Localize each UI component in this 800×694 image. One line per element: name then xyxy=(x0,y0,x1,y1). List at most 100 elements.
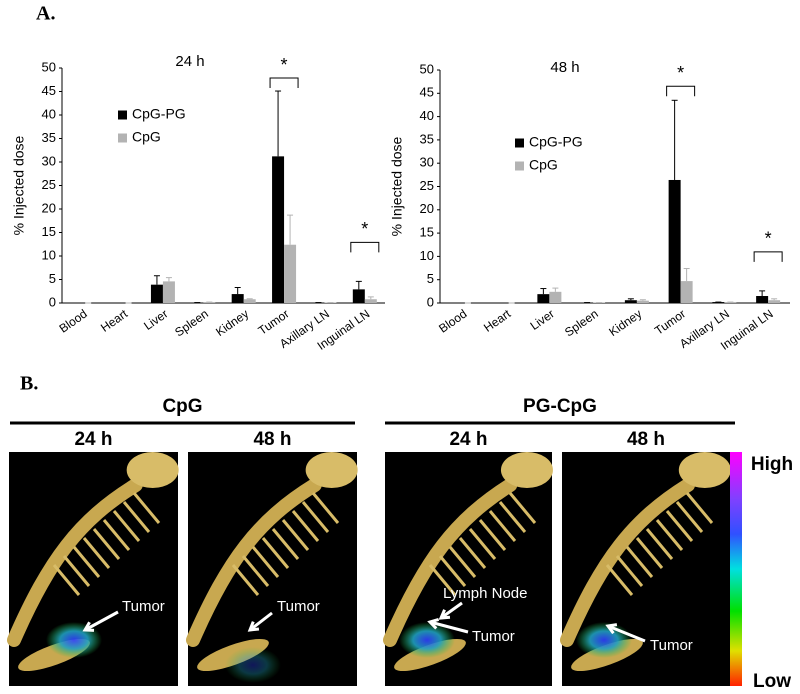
x-tick-label: Blood xyxy=(436,307,469,336)
rib xyxy=(508,492,537,524)
image-label: Tumor xyxy=(122,598,165,615)
arrow xyxy=(607,624,646,643)
image-label: Tumor xyxy=(472,628,515,645)
bar xyxy=(364,299,377,303)
significance-star: * xyxy=(765,229,772,249)
rib xyxy=(468,528,497,560)
skeleton xyxy=(560,478,695,647)
arrow xyxy=(84,610,119,632)
image-label: Tumor xyxy=(650,637,693,654)
significance-bracket xyxy=(666,85,696,97)
skull xyxy=(305,452,358,488)
bar xyxy=(150,284,163,303)
panel-title: 48 h xyxy=(627,429,665,450)
skull xyxy=(126,452,179,488)
rib xyxy=(498,501,527,533)
rib xyxy=(625,546,654,578)
y-tick-label: 20 xyxy=(420,201,434,216)
arrow xyxy=(440,601,463,620)
y-tick-label: 30 xyxy=(42,153,56,168)
rib xyxy=(112,510,141,542)
rib xyxy=(675,501,704,533)
rib xyxy=(132,492,161,524)
rib xyxy=(251,546,280,578)
rib xyxy=(231,564,260,596)
y-tick-label: 20 xyxy=(42,200,56,215)
y-tick-label: 45 xyxy=(420,85,434,100)
x-tick-label: Kidney xyxy=(606,307,644,340)
rib xyxy=(82,537,111,569)
rib xyxy=(635,537,664,569)
x-tick-label: Kidney xyxy=(213,307,251,340)
y-tick-label: 35 xyxy=(420,131,434,146)
y-tick-label: 45 xyxy=(42,83,56,98)
x-tick-label: Blood xyxy=(57,307,90,336)
bar xyxy=(284,244,297,303)
image-label: Tumor xyxy=(277,598,320,615)
y-tick-label: 40 xyxy=(42,106,56,121)
panel-title: 48 h xyxy=(253,429,291,450)
arrow-head xyxy=(82,621,95,632)
rib xyxy=(52,564,81,596)
skeleton xyxy=(186,478,322,647)
x-tick-label: Tumor xyxy=(652,307,688,338)
bar xyxy=(768,300,781,303)
arrow-head xyxy=(605,623,618,635)
group-title: PG-CpG xyxy=(523,396,597,417)
rib xyxy=(478,519,507,551)
panel-label: A. xyxy=(36,3,55,25)
x-tick-label: Liver xyxy=(528,307,557,333)
bar xyxy=(162,281,175,303)
y-tick-label: 0 xyxy=(427,294,434,309)
legend-swatch xyxy=(515,161,524,171)
y-tick-label: 25 xyxy=(42,177,56,192)
significance-star: * xyxy=(361,219,368,239)
significance-star: * xyxy=(677,63,684,83)
y-tick-label: 5 xyxy=(49,271,56,286)
rib xyxy=(291,510,320,542)
panel-title: 24 h xyxy=(449,429,487,450)
image-label: Lymph Node xyxy=(443,585,528,602)
arrow xyxy=(429,620,469,634)
rib xyxy=(428,564,457,596)
rib xyxy=(458,537,487,569)
rib xyxy=(62,555,91,587)
colorbar xyxy=(730,452,742,686)
skeleton xyxy=(7,478,143,647)
legend-label: CpG xyxy=(529,157,558,173)
rib xyxy=(665,510,694,542)
y-tick-label: 25 xyxy=(420,178,434,193)
colorbar-high: High xyxy=(751,454,793,475)
y-tick-label: 10 xyxy=(420,248,434,263)
bar xyxy=(756,296,769,303)
rib xyxy=(261,537,290,569)
legend-label: CpG-PG xyxy=(132,106,186,122)
bar xyxy=(272,156,285,303)
rib xyxy=(241,555,270,587)
rib xyxy=(645,528,674,560)
rib xyxy=(72,546,101,578)
x-tick-label: Liver xyxy=(141,307,170,333)
group-title: CpG xyxy=(162,396,202,417)
bar xyxy=(243,299,256,303)
arrow xyxy=(249,611,273,632)
chart-title: 24 h xyxy=(175,53,204,70)
significance-star: * xyxy=(281,55,288,75)
y-tick-label: 40 xyxy=(420,108,434,123)
bar xyxy=(668,179,681,303)
signal xyxy=(225,647,281,683)
legend-label: CpG-PG xyxy=(529,134,583,150)
legend-label: CpG xyxy=(132,129,161,145)
rib xyxy=(615,555,644,587)
y-tick-label: 50 xyxy=(42,59,56,74)
x-tick-label: Heart xyxy=(98,306,131,335)
y-tick-label: 15 xyxy=(420,225,434,240)
bar xyxy=(549,291,562,303)
rib xyxy=(438,555,467,587)
rib xyxy=(685,492,714,524)
rib xyxy=(92,528,121,560)
significance-bracket xyxy=(350,241,380,253)
x-tick-label: Heart xyxy=(481,306,514,335)
arrow-head xyxy=(427,618,440,630)
